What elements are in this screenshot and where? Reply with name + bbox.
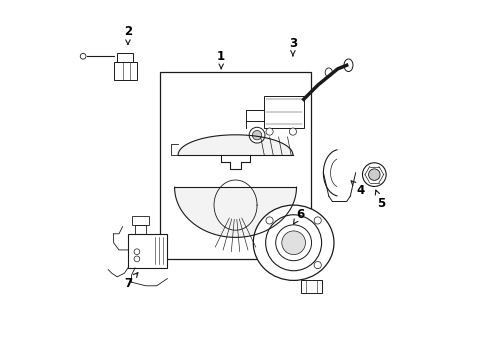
Circle shape <box>281 231 305 255</box>
Bar <box>117 53 133 62</box>
Text: 4: 4 <box>350 181 365 197</box>
Circle shape <box>265 217 273 224</box>
Bar <box>113 62 137 80</box>
Circle shape <box>313 217 321 224</box>
Circle shape <box>265 128 273 135</box>
Ellipse shape <box>325 68 332 77</box>
Circle shape <box>252 131 261 140</box>
Polygon shape <box>178 135 292 155</box>
Ellipse shape <box>344 59 352 72</box>
Circle shape <box>368 169 379 180</box>
Bar <box>160 72 310 259</box>
Text: 1: 1 <box>217 50 225 63</box>
Bar <box>128 234 167 268</box>
Text: 6: 6 <box>293 208 304 224</box>
Circle shape <box>265 215 321 271</box>
Circle shape <box>313 261 321 269</box>
Circle shape <box>249 127 264 143</box>
Circle shape <box>80 53 86 59</box>
Circle shape <box>134 249 140 255</box>
Text: 7: 7 <box>123 273 138 291</box>
Text: 2: 2 <box>123 25 132 44</box>
Bar <box>131 216 149 225</box>
Circle shape <box>275 225 311 261</box>
Circle shape <box>134 256 140 262</box>
Ellipse shape <box>253 205 333 280</box>
Text: 5: 5 <box>375 190 384 210</box>
FancyBboxPatch shape <box>300 280 322 293</box>
Polygon shape <box>264 96 303 128</box>
Text: 3: 3 <box>288 37 296 56</box>
Polygon shape <box>174 187 296 237</box>
Circle shape <box>362 163 386 186</box>
Circle shape <box>289 128 296 135</box>
